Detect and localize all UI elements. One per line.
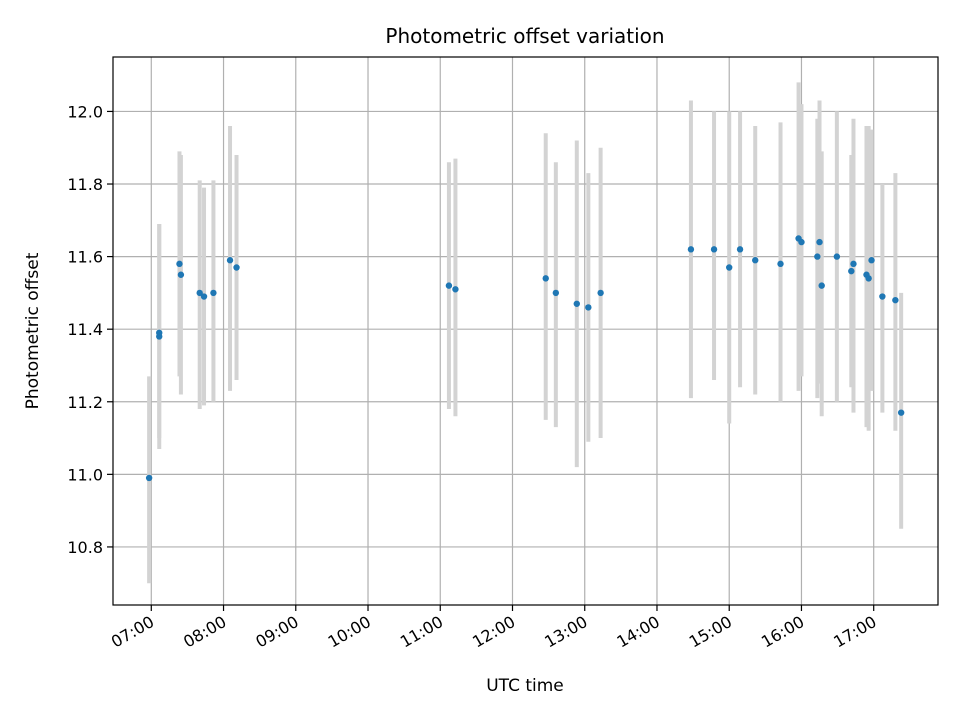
x-axis-label: UTC time bbox=[486, 676, 564, 696]
data-point bbox=[145, 474, 153, 482]
data-point bbox=[156, 329, 163, 337]
data-point bbox=[777, 260, 784, 268]
y-tick-label: 12.0 bbox=[67, 102, 103, 121]
data-point bbox=[814, 253, 821, 260]
data-point bbox=[892, 296, 899, 304]
data-point bbox=[176, 260, 183, 268]
data-point bbox=[736, 246, 744, 253]
data-point bbox=[196, 289, 203, 297]
y-tick-label: 11.6 bbox=[67, 248, 103, 267]
data-point bbox=[752, 257, 759, 264]
data-point bbox=[897, 409, 905, 416]
data-point bbox=[585, 304, 592, 311]
data-point bbox=[850, 260, 857, 268]
plot-frame bbox=[112, 56, 939, 606]
data-point bbox=[552, 289, 560, 297]
data-point bbox=[445, 282, 453, 289]
y-tick-label: 11.2 bbox=[67, 393, 103, 412]
data-point bbox=[542, 275, 549, 282]
data-point bbox=[210, 289, 217, 297]
data-point bbox=[177, 271, 185, 278]
data-point bbox=[879, 293, 886, 300]
data-point bbox=[573, 300, 580, 307]
data-point bbox=[226, 257, 234, 264]
data-point bbox=[452, 286, 459, 293]
y-tick-label: 10.8 bbox=[67, 538, 103, 557]
y-tick-label: 11.4 bbox=[67, 320, 103, 339]
y-axis: 10.8 11.0 11.2 11.4 11.6 11.8 12.0 bbox=[67, 102, 113, 557]
y-tick-label: 11.0 bbox=[67, 465, 103, 484]
data-point bbox=[710, 246, 718, 253]
data-points bbox=[145, 235, 905, 482]
data-point bbox=[868, 257, 875, 264]
data-point bbox=[200, 293, 208, 300]
data-point bbox=[798, 238, 805, 246]
data-point bbox=[233, 264, 240, 271]
y-tick-label: 11.8 bbox=[67, 175, 103, 194]
data-point bbox=[726, 264, 733, 271]
data-point bbox=[597, 289, 604, 297]
chart-title: Photometric offset variation bbox=[385, 24, 664, 48]
y-axis-label: Photometric offset bbox=[23, 252, 43, 409]
data-point bbox=[687, 246, 695, 253]
data-point bbox=[865, 275, 872, 282]
data-point bbox=[833, 253, 841, 260]
data-point bbox=[848, 267, 855, 275]
data-point bbox=[816, 238, 823, 246]
data-point bbox=[818, 282, 825, 289]
